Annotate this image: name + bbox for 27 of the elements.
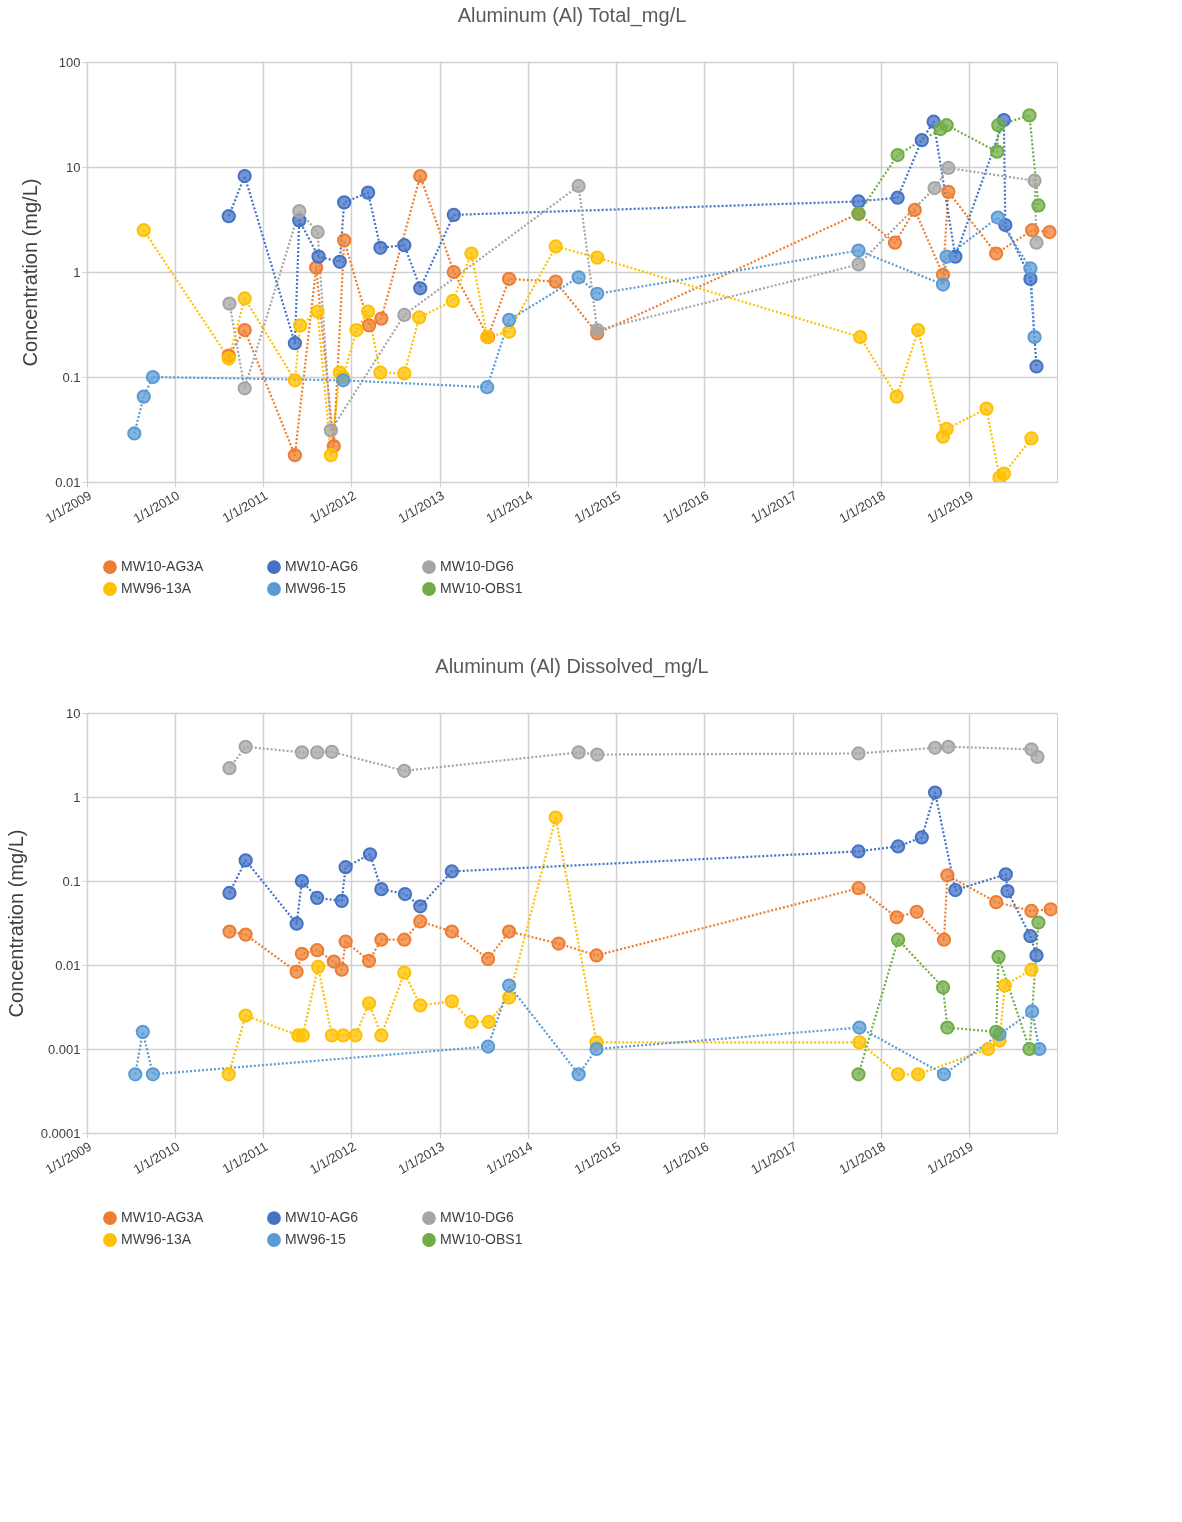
y-tick-label: 0.01 (55, 474, 81, 490)
y-tick-label: 0.1 (62, 369, 81, 385)
legend-label: MW10-OBS1 (440, 580, 523, 596)
legend-label: MW96-15 (285, 580, 346, 596)
legend-label: MW10-OBS1 (440, 1231, 523, 1247)
y-tick-label: 10 (66, 159, 81, 175)
y-tick-label: 0.0001 (40, 1125, 81, 1141)
legend-label: MW96-13A (121, 580, 192, 596)
legend-label: MW10-DG6 (440, 1209, 515, 1226)
chart-title: Aluminum (Al) Dissolved_mg/L (435, 655, 709, 678)
y-tick-label: 10 (66, 705, 81, 721)
legend-label: MW10-AG3A (121, 558, 205, 575)
chart-title: Aluminum (Al) Total_mg/L (457, 4, 687, 27)
legend-label: MW96-15 (285, 1231, 346, 1247)
legend-label: MW10-DG6 (440, 558, 515, 575)
y-axis-title: Concentration (mg/L) (4, 829, 27, 1018)
y-tick-label: 100 (58, 54, 81, 70)
y-tick-label: 1 (73, 264, 81, 280)
legend-label: MW10-AG6 (285, 1209, 359, 1226)
y-tick-label: 1 (73, 789, 81, 805)
y-tick-label: 0.001 (47, 1041, 81, 1057)
legend-label: MW96-13A (121, 1231, 192, 1247)
y-tick-label: 0.1 (62, 873, 81, 889)
y-tick-label: 0.01 (55, 957, 81, 973)
legend-label: MW10-AG6 (285, 558, 359, 575)
legend-label: MW10-AG3A (121, 1209, 205, 1226)
y-axis-title: Concentration (mg/L) (19, 178, 42, 367)
